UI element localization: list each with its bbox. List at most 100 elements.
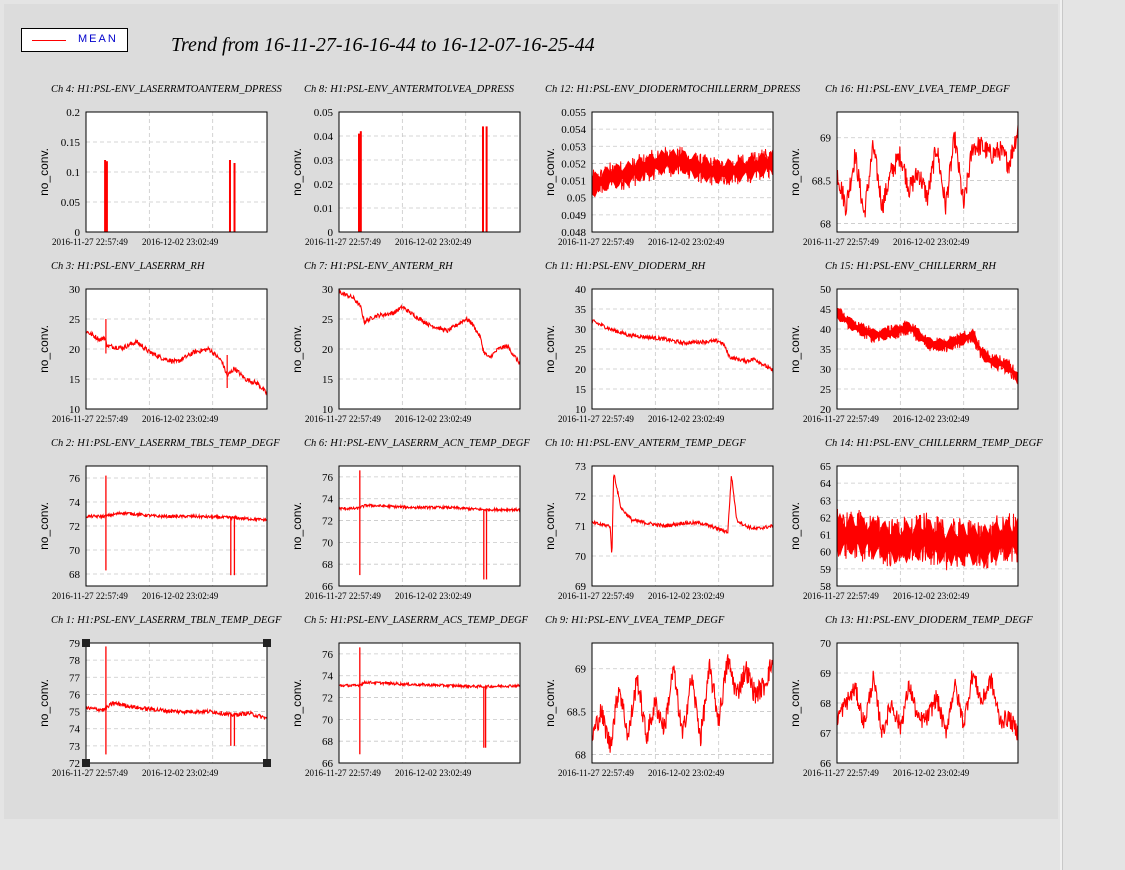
y-tick-label: 25: [69, 314, 81, 326]
series-line: [591, 319, 774, 373]
y-tick-label: 68: [575, 749, 587, 761]
y-tick-label: 20: [575, 364, 587, 376]
chart-title: Ch 10: H1:PSL-ENV_ANTERM_TEMP_DEGF: [545, 438, 746, 449]
y-tick-label: 45: [820, 304, 832, 316]
chart-panel: Ch 3: H1:PSL-ENV_LASERRM_RH 10 15 20 25 30 201…: [37, 261, 268, 424]
x-tick-label: 2016-11-27 22:57:49: [52, 768, 128, 778]
x-tick-label: 2016-12-02 23:02:49: [648, 768, 725, 778]
legend-line-swatch: [32, 40, 66, 41]
chart-title: Ch 12: H1:PSL-ENV_DIODERMTOCHILLERRM_DPR…: [545, 84, 801, 95]
x-tick-label: 2016-12-02 23:02:49: [395, 414, 472, 424]
y-tick-label: 60: [820, 547, 832, 559]
y-tick-label: 0.02: [314, 179, 333, 191]
y-tick-label: 35: [820, 344, 832, 356]
chart-panel: Ch 6: H1:PSL-ENV_LASERRM_ACN_TEMP_DEGF 66…: [290, 438, 530, 601]
y-tick-label: 0.01: [314, 203, 333, 215]
x-tick-label: 2016-11-27 22:57:49: [803, 414, 879, 424]
chart-title: Ch 15: H1:PSL-ENV_CHILLERRM_RH: [825, 261, 997, 272]
y-tick-label: 0.1: [66, 167, 80, 179]
y-tick-label: 30: [575, 324, 587, 336]
y-tick-label: 10: [322, 404, 334, 416]
y-tick-label: 30: [322, 284, 334, 296]
y-tick-label: 66: [322, 758, 334, 770]
series-line: [338, 503, 521, 514]
plot-frame: [85, 288, 268, 410]
y-tick-label: 50: [820, 284, 832, 296]
plot-frame: [85, 642, 268, 764]
series-line: [85, 330, 268, 396]
spike-mark: [481, 126, 484, 232]
selection-handle[interactable]: [82, 759, 90, 767]
y-tick-label: 68: [820, 698, 832, 710]
y-axis-label: no_conv.: [788, 502, 802, 550]
y-tick-label: 72: [322, 516, 333, 528]
y-tick-label: 71: [575, 521, 586, 533]
y-tick-label: 68: [820, 218, 832, 230]
selection-handle[interactable]: [82, 639, 90, 647]
plot-frame: [85, 465, 268, 587]
plot-area: [86, 112, 267, 232]
y-tick-label: 74: [322, 671, 334, 683]
plot-area: [339, 112, 520, 232]
y-axis-label: no_conv.: [290, 679, 304, 727]
selection-handle[interactable]: [263, 639, 271, 647]
y-tick-label: 74: [322, 494, 334, 506]
y-axis-label: no_conv.: [543, 502, 557, 550]
y-tick-label: 61: [820, 530, 831, 542]
x-tick-label: 2016-12-02 23:02:49: [395, 237, 472, 247]
spike-mark: [228, 160, 231, 232]
x-tick-label: 2016-11-27 22:57:49: [803, 591, 879, 601]
chart-title: Ch 8: H1:PSL-ENV_ANTERMTOLVEA_DPRESS: [304, 84, 515, 95]
y-tick-label: 25: [575, 344, 587, 356]
x-tick-label: 2016-11-27 22:57:49: [305, 237, 381, 247]
y-tick-label: 0.04: [314, 131, 334, 143]
y-tick-label: 70: [322, 714, 334, 726]
y-tick-label: 40: [820, 324, 832, 336]
y-tick-label: 0.053: [561, 141, 586, 153]
plot-area: [837, 643, 1018, 763]
series-band: [837, 512, 1018, 568]
y-tick-label: 0.054: [561, 124, 586, 136]
x-tick-label: 2016-12-02 23:02:49: [893, 768, 970, 778]
y-axis-label: no_conv.: [290, 148, 304, 196]
chart-panel: Ch 12: H1:PSL-ENV_DIODERMTOCHILLERRM_DPR…: [543, 84, 801, 247]
y-tick-label: 15: [575, 384, 587, 396]
y-tick-label: 0.055: [561, 107, 586, 119]
y-tick-label: 15: [322, 374, 334, 386]
y-tick-label: 74: [69, 724, 81, 736]
y-tick-label: 68: [69, 569, 81, 581]
y-tick-label: 0.051: [561, 176, 586, 188]
legend-box[interactable]: MEAN: [21, 28, 128, 52]
chart-title: Ch 14: H1:PSL-ENV_CHILLERRM_TEMP_DEGF: [825, 438, 1043, 449]
selection-handle[interactable]: [263, 759, 271, 767]
plot-area: [86, 466, 267, 586]
chart-title: Ch 6: H1:PSL-ENV_LASERRM_ACN_TEMP_DEGF: [304, 438, 530, 449]
chart-title: Ch 5: H1:PSL-ENV_LASERRM_ACS_TEMP_DEGF: [304, 615, 529, 626]
y-tick-label: 68: [322, 736, 334, 748]
y-axis-label: no_conv.: [788, 148, 802, 196]
x-tick-label: 2016-11-27 22:57:49: [558, 414, 634, 424]
y-tick-label: 59: [820, 564, 832, 576]
plot-frame: [591, 465, 774, 587]
plot-frame: [836, 642, 1019, 764]
y-tick-label: 20: [820, 404, 832, 416]
y-tick-label: 25: [820, 384, 832, 396]
plot-frame: [85, 111, 268, 233]
chart-title: Ch 7: H1:PSL-ENV_ANTERM_RH: [304, 261, 454, 272]
y-tick-label: 20: [322, 344, 334, 356]
spike-mark: [485, 126, 488, 232]
y-tick-label: 65: [820, 461, 832, 473]
chart-panel: Ch 9: H1:PSL-ENV_LVEA_TEMP_DEGF 68 68.5 69 2…: [543, 615, 774, 778]
x-tick-label: 2016-12-02 23:02:49: [893, 591, 970, 601]
x-tick-label: 2016-11-27 22:57:49: [305, 591, 381, 601]
y-tick-label: 0.2: [66, 107, 80, 119]
spike-mark: [105, 161, 108, 232]
x-tick-label: 2016-12-02 23:02:49: [893, 414, 970, 424]
y-tick-label: 69: [575, 581, 587, 593]
x-tick-label: 2016-11-27 22:57:49: [558, 768, 634, 778]
y-tick-label: 69: [820, 668, 832, 680]
chart-panel: Ch 11: H1:PSL-ENV_DIODERM_RH 10 15 20 25 30 35…: [543, 261, 774, 424]
chart-panel: Ch 10: H1:PSL-ENV_ANTERM_TEMP_DEGF 69 70 71…: [543, 438, 774, 601]
y-axis-label: no_conv.: [290, 325, 304, 373]
chart-title: Ch 4: H1:PSL-ENV_LASERRMTOANTERM_DPRESS: [51, 84, 283, 95]
